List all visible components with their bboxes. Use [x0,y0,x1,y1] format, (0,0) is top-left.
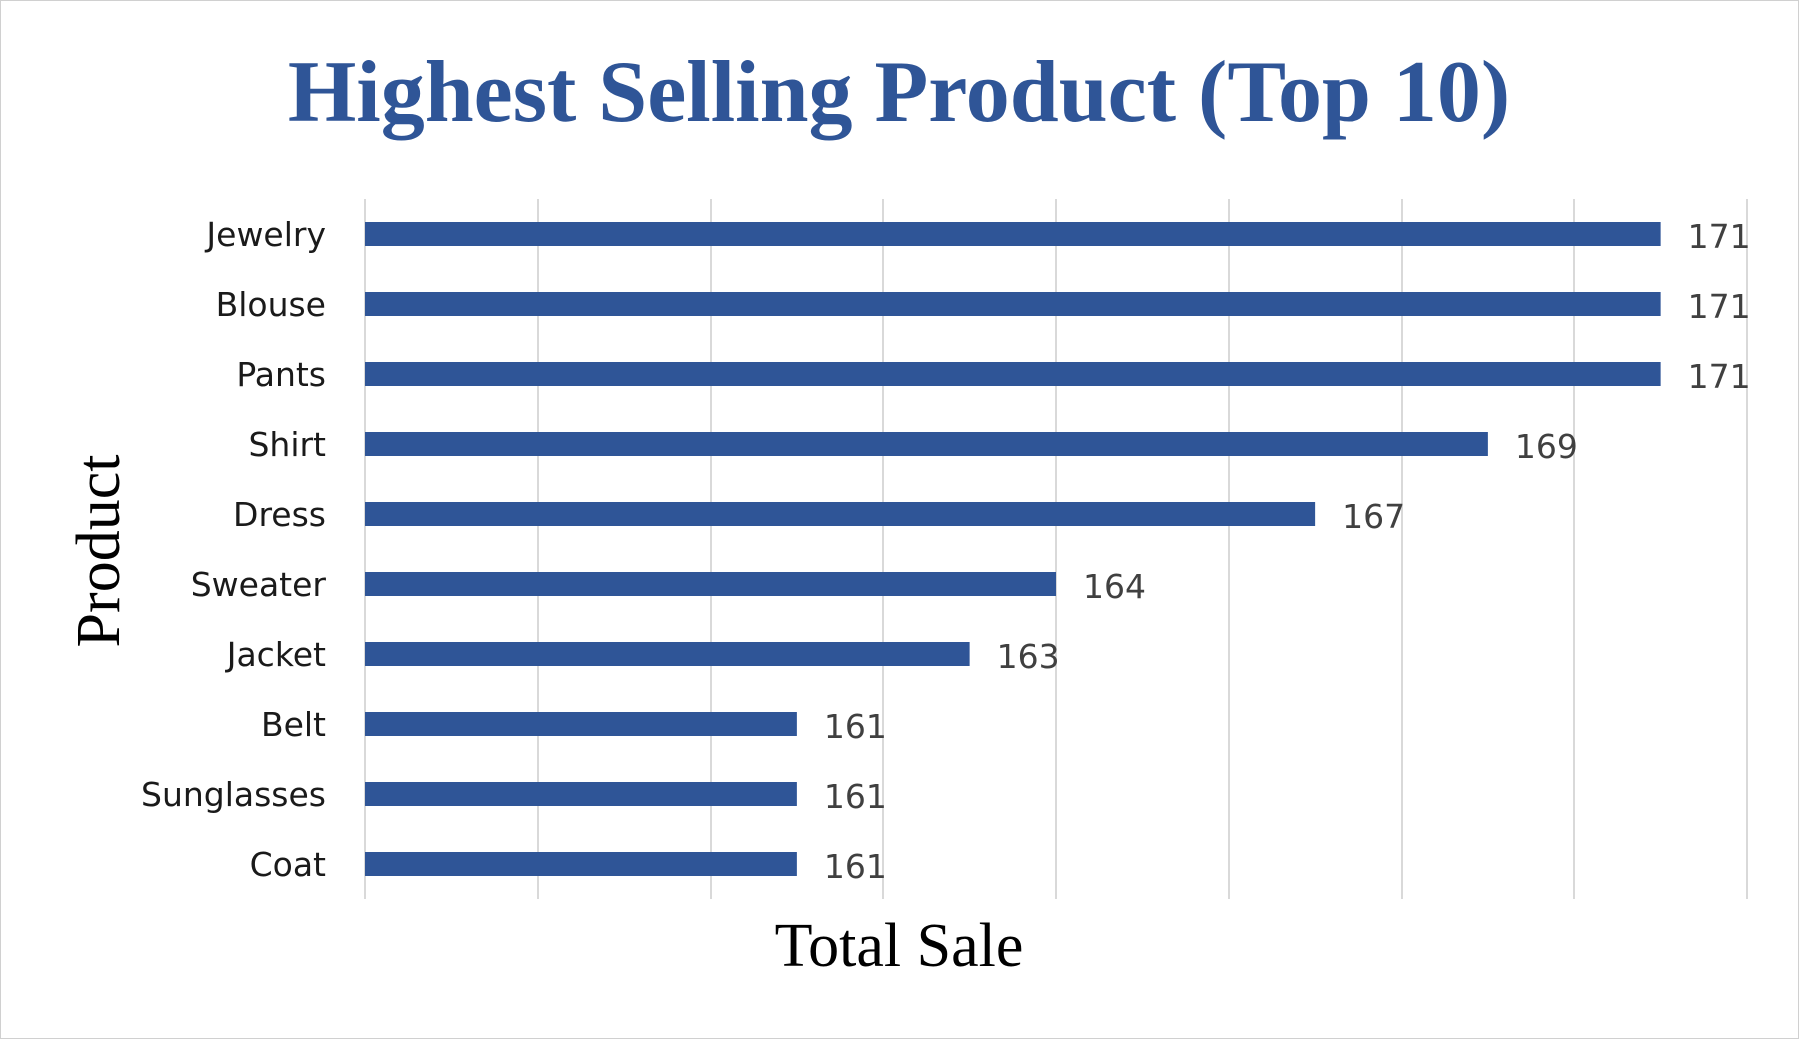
bars [365,222,1661,876]
bar [365,852,797,876]
data-label: 161 [824,847,887,886]
bar [365,572,1056,596]
bar [365,782,797,806]
data-label: 169 [1515,427,1578,466]
category-label: Sweater [191,565,327,604]
category-label: Jacket [225,635,326,674]
data-label: 171 [1688,287,1751,326]
chart-title: Highest Selling Product (Top 10) [288,44,1510,141]
bar [365,712,797,736]
data-label: 163 [997,637,1060,676]
category-label: Sunglasses [141,775,326,814]
category-label: Shirt [248,425,326,464]
bar [365,222,1661,246]
bar [365,292,1661,316]
bar [365,432,1488,456]
data-label: 161 [824,707,887,746]
data-label: 171 [1688,217,1751,256]
category-label: Dress [233,495,326,534]
data-label: 167 [1342,497,1405,536]
bar [365,502,1316,526]
category-label: Coat [250,845,326,884]
category-labels: Jewelry Blouse Pants Shirt Dress Sweater Jacke… [141,215,326,884]
category-label: Pants [236,355,326,394]
data-labels: 171 171 171 169 167 164 163 161 161 161 [824,217,1751,886]
category-label: Jewelry [204,215,326,254]
data-label: 171 [1688,357,1751,396]
category-label: Belt [261,705,326,744]
category-label: Blouse [216,285,326,324]
bar [365,362,1661,386]
x-axis-title: Total Sale [775,912,1024,980]
data-label: 164 [1083,567,1146,606]
y-axis-title: Product [65,455,133,648]
data-label: 161 [824,777,887,816]
bar [365,642,970,666]
